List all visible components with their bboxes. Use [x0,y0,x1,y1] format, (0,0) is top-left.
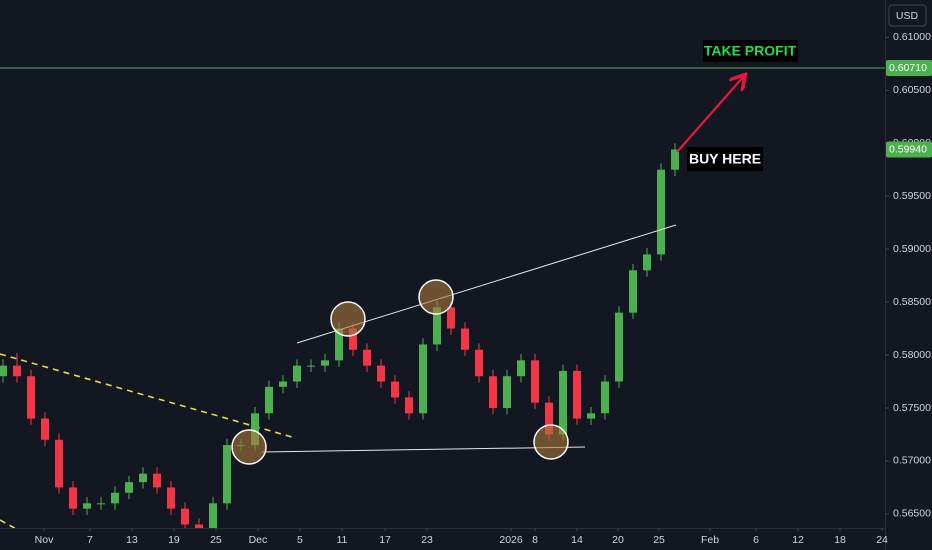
x-tick-label: 18 [834,534,846,546]
y-tick-label: 0.58500 [893,296,931,308]
price-badge [886,59,932,76]
candle-body [320,360,329,366]
candle-body [376,365,385,382]
candle-body [0,365,7,377]
candle-body [418,344,427,414]
candle-body [348,328,357,350]
label-box [687,147,763,171]
currency-label: USD [896,10,919,22]
candle-body [628,270,637,313]
x-tick-label: 6 [753,534,759,546]
candle-body [82,503,91,509]
x-tick-label: 25 [653,534,665,546]
x-tick-label: 12 [792,534,804,546]
y-tick-label: 0.57000 [893,455,931,467]
x-tick-label: 24 [876,534,888,546]
candle-body [404,397,413,414]
candle-body [152,473,161,488]
highlight-circle [231,429,267,465]
price-badge [886,141,932,158]
highlight-circle [533,424,569,460]
candle-body [558,370,567,435]
x-tick-label: 13 [126,534,138,546]
x-tick-label: 2026 [499,534,523,546]
label-box [703,40,798,62]
candle-body [40,418,49,440]
candle-body [208,503,217,528]
x-tick-label: Nov [35,534,54,546]
x-tick-label: 14 [571,534,583,546]
candle-body [432,307,441,345]
currency-box[interactable] [888,4,927,27]
candle-body [334,328,343,361]
x-tick-label: 7 [87,534,93,546]
candle-body [68,487,77,509]
candle-body [614,312,623,382]
candle-body [250,413,259,446]
y-tick-label: 0.56500 [893,508,931,520]
price-badge-label: 0.59940 [889,143,927,155]
candle-body [488,376,497,408]
candle-body [26,376,35,419]
candle-body [110,492,119,504]
candle-body [54,439,63,488]
candle-body [180,508,189,525]
x-tick-label: 11 [336,534,347,546]
candle-body [586,413,595,419]
candle-body [292,365,301,382]
candle-body [642,254,651,271]
y-tick-label: 0.58000 [893,349,931,361]
candle-body [474,349,483,377]
annotations: TAKE PROFIT BUY HERE [231,40,798,465]
x-tick-label: 23 [421,534,433,546]
x-tick-label: 17 [379,534,391,546]
candle-body [446,307,455,329]
candle-body [306,365,315,367]
candle-body [600,381,609,414]
candle-body [166,487,175,509]
y-tick-label: 0.59500 [893,190,931,202]
y-tick-label: 0.59000 [893,243,931,255]
x-tick-label: 20 [612,534,624,546]
candle-body [670,149,679,170]
y-tick-label: 0.60500 [893,84,931,96]
arrow [676,76,744,153]
candle-body [264,386,273,414]
candle-body [194,524,203,528]
trend-line [0,519,17,528]
candle-body [530,360,539,403]
candle-body [362,349,371,366]
candle-body [12,365,21,377]
x-tick-label: Dec [249,534,268,546]
x-tick-label: 8 [532,534,538,546]
highlight-circle [418,279,454,315]
candle-body [544,402,553,435]
candle-body [656,169,665,255]
candle-body [460,328,469,350]
x-tick-label: Feb [701,534,719,546]
candle-body [572,370,581,419]
candle-body [138,473,147,483]
buy-here-label: BUY HERE [689,151,761,167]
candle-body [124,482,133,493]
support-line [261,446,586,453]
y-tick-label: 0.61000 [893,31,931,43]
candle-body [390,381,399,398]
y-tick-label: 0.57500 [893,402,931,414]
candle-body [516,360,525,377]
take-profit-label: TAKE PROFIT [704,43,797,59]
x-tick-label: 25 [210,534,222,546]
x-tick-label: 5 [297,534,303,546]
candle-body [96,503,105,505]
candle-body [222,445,231,504]
candle-body [502,376,511,408]
candle-body [278,381,287,387]
price-badge-label: 0.60710 [889,62,927,74]
x-tick-label: 19 [168,534,180,546]
highlight-circle [330,301,366,337]
